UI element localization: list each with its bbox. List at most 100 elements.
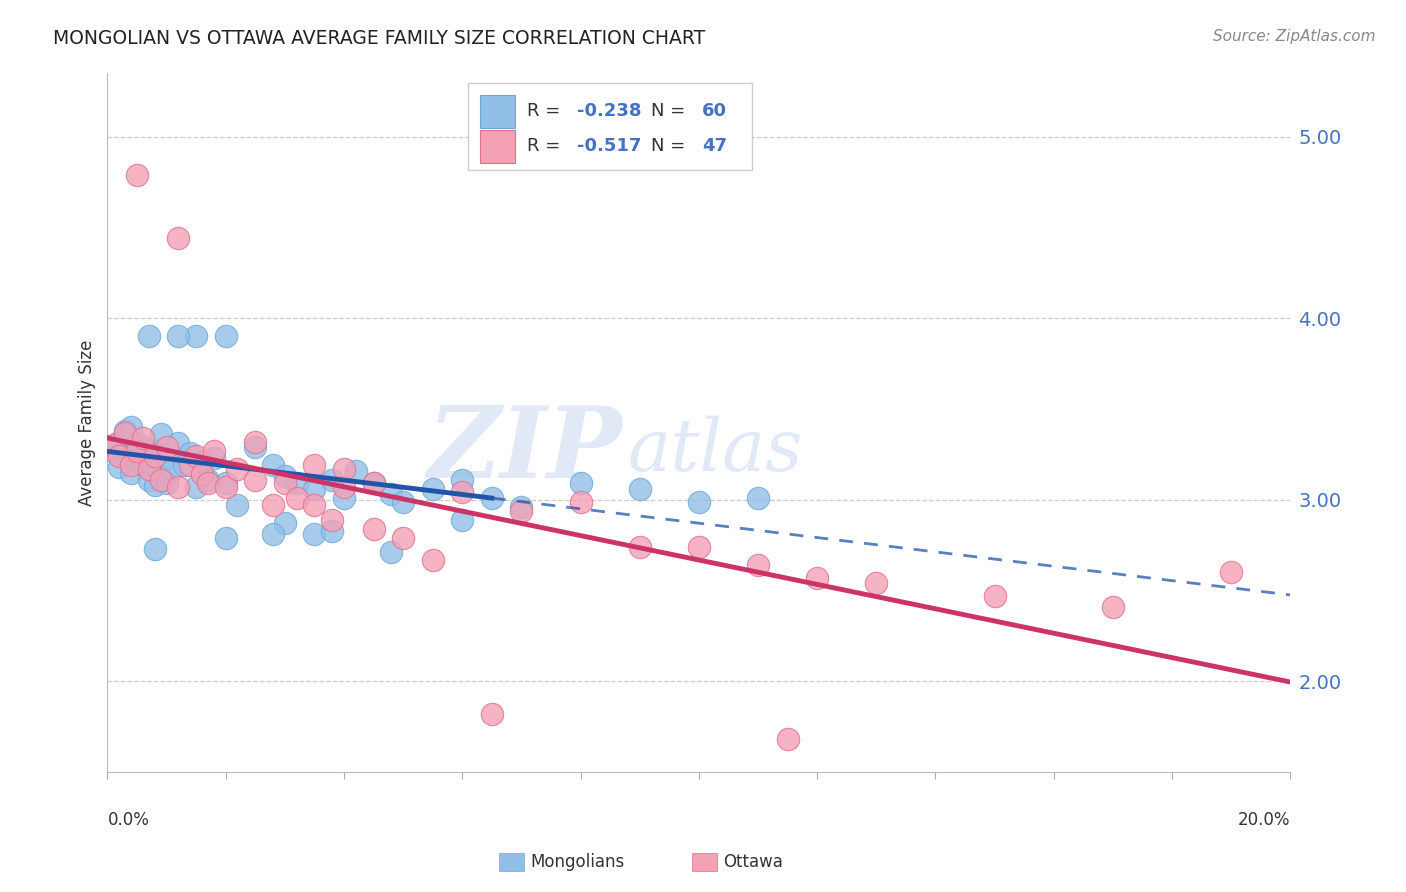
Point bbox=[138, 455, 160, 469]
Text: 0.0%: 0.0% bbox=[107, 811, 149, 829]
Point bbox=[167, 480, 190, 494]
Text: MONGOLIAN VS OTTAWA AVERAGE FAMILY SIZE CORRELATION CHART: MONGOLIAN VS OTTAWA AVERAGE FAMILY SIZE … bbox=[53, 29, 706, 47]
Point bbox=[149, 469, 172, 483]
Point bbox=[143, 541, 166, 556]
Text: -0.238: -0.238 bbox=[576, 103, 641, 120]
Point bbox=[363, 476, 385, 491]
Point bbox=[202, 443, 225, 458]
Point bbox=[333, 480, 356, 494]
Point bbox=[285, 491, 308, 505]
Point bbox=[392, 494, 415, 508]
Point bbox=[363, 522, 385, 536]
Point bbox=[1101, 599, 1123, 614]
Point bbox=[108, 460, 131, 475]
Point bbox=[569, 476, 592, 491]
Point bbox=[285, 476, 308, 491]
Point bbox=[226, 498, 249, 512]
FancyBboxPatch shape bbox=[479, 95, 516, 128]
Point bbox=[510, 500, 533, 514]
Point bbox=[138, 473, 160, 487]
Point bbox=[197, 473, 219, 487]
Text: N =: N = bbox=[651, 103, 692, 120]
Point bbox=[422, 552, 444, 566]
Point bbox=[149, 427, 172, 442]
Point bbox=[125, 450, 148, 465]
Point bbox=[245, 434, 267, 449]
FancyBboxPatch shape bbox=[468, 84, 752, 170]
Point bbox=[321, 473, 343, 487]
Point bbox=[179, 458, 201, 473]
Text: atlas: atlas bbox=[628, 416, 803, 486]
Point bbox=[983, 589, 1005, 603]
Point bbox=[688, 540, 710, 554]
Point bbox=[132, 431, 155, 445]
Point bbox=[344, 464, 367, 478]
Point bbox=[380, 545, 402, 559]
Point bbox=[167, 329, 190, 343]
Point bbox=[179, 445, 201, 459]
Point bbox=[114, 424, 136, 438]
Text: N =: N = bbox=[651, 137, 692, 155]
Point bbox=[806, 571, 828, 585]
Point bbox=[184, 449, 207, 463]
Point bbox=[481, 491, 503, 505]
Point bbox=[363, 476, 385, 491]
Point bbox=[451, 485, 474, 500]
Point bbox=[138, 329, 160, 343]
Point bbox=[245, 440, 267, 454]
Point bbox=[191, 467, 214, 482]
Point bbox=[688, 494, 710, 508]
Point bbox=[226, 462, 249, 476]
Point bbox=[510, 503, 533, 517]
Point bbox=[215, 480, 238, 494]
Point bbox=[1220, 566, 1243, 580]
Point bbox=[747, 491, 769, 505]
Point bbox=[392, 531, 415, 545]
Y-axis label: Average Family Size: Average Family Size bbox=[79, 339, 96, 506]
Point bbox=[125, 168, 148, 182]
Point bbox=[114, 449, 136, 463]
Point bbox=[215, 329, 238, 343]
Point bbox=[215, 476, 238, 491]
Point bbox=[132, 458, 155, 473]
Point bbox=[628, 540, 651, 554]
Point bbox=[184, 480, 207, 494]
Text: Ottawa: Ottawa bbox=[723, 853, 783, 871]
Point bbox=[422, 482, 444, 496]
FancyBboxPatch shape bbox=[479, 129, 516, 163]
Point bbox=[747, 558, 769, 573]
Point bbox=[481, 707, 503, 722]
Point bbox=[108, 449, 131, 463]
Point bbox=[191, 455, 214, 469]
Point bbox=[304, 527, 326, 541]
Point bbox=[149, 473, 172, 487]
Point bbox=[114, 425, 136, 440]
Point bbox=[776, 732, 799, 747]
Point bbox=[103, 443, 125, 458]
Point bbox=[125, 436, 148, 450]
Point bbox=[274, 516, 297, 531]
Point bbox=[120, 466, 142, 480]
Point bbox=[173, 458, 195, 473]
Text: 60: 60 bbox=[703, 103, 727, 120]
Point bbox=[333, 491, 356, 505]
Point bbox=[304, 482, 326, 496]
Point bbox=[155, 440, 177, 454]
Point bbox=[125, 443, 148, 458]
Point bbox=[274, 469, 297, 483]
Text: 20.0%: 20.0% bbox=[1237, 811, 1291, 829]
Text: R =: R = bbox=[527, 103, 567, 120]
Text: -0.517: -0.517 bbox=[576, 137, 641, 155]
Point bbox=[167, 231, 190, 245]
Point bbox=[143, 449, 166, 463]
Point bbox=[162, 462, 184, 476]
Point bbox=[108, 434, 131, 449]
Text: 47: 47 bbox=[703, 137, 727, 155]
Point bbox=[167, 436, 190, 450]
Point bbox=[155, 476, 177, 491]
Point bbox=[138, 462, 160, 476]
Point bbox=[333, 462, 356, 476]
Point bbox=[143, 478, 166, 492]
Text: Mongolians: Mongolians bbox=[530, 853, 624, 871]
Point bbox=[321, 524, 343, 538]
